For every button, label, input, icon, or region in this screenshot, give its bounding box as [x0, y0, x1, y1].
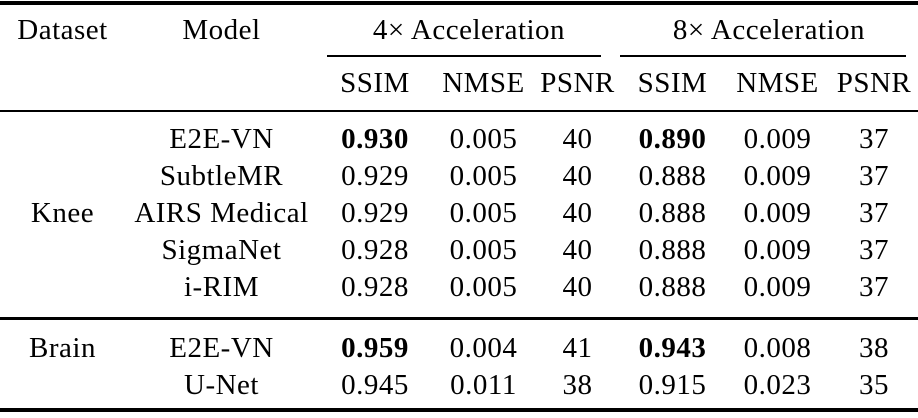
metric-cell: 38 [859, 332, 889, 364]
metric-cell: 37 [859, 123, 889, 155]
metric-cell: 0.888 [638, 197, 707, 229]
spacer-row [0, 306, 918, 330]
metric-cell: 0.009 [743, 197, 812, 229]
table-row: Knee AIRS Medical 0.929 0.005 40 0.888 0… [0, 195, 918, 232]
header-row-metrics: SSIM NMSE PSNR SSIM NMSE PSNR [0, 55, 918, 112]
header-row-groups: Dataset Model 4× Acceleration 8× Acceler… [0, 5, 918, 55]
dataset-cell: Brain [29, 332, 96, 364]
nmse4-header: NMSE [442, 67, 525, 99]
table-row: SigmaNet 0.928 0.005 40 0.888 0.009 37 [0, 232, 918, 269]
metric-cell: 0.928 [341, 271, 409, 303]
table-row: Brain E2E-VN 0.959 0.004 41 0.943 0.008 … [0, 330, 918, 367]
model-cell: AIRS Medical [134, 197, 309, 229]
metric-cell: 0.890 [638, 123, 707, 155]
metric-cell: 37 [859, 234, 889, 266]
metrics-table: Dataset Model 4× Acceleration 8× Acceler… [0, 5, 918, 404]
metric-cell: 0.005 [449, 234, 518, 266]
ssim4-header: SSIM [340, 67, 410, 99]
psnr8-header: PSNR [836, 67, 912, 99]
metric-cell: 35 [859, 369, 889, 401]
psnr4-header: PSNR [540, 67, 615, 99]
metric-cell: 41 [562, 332, 593, 364]
metric-cell: 40 [562, 271, 593, 303]
metric-cell: 40 [562, 123, 593, 155]
metric-cell: 0.005 [449, 197, 518, 229]
table-row: U-Net 0.945 0.011 38 0.915 0.023 35 [0, 367, 918, 404]
metric-cell: 0.959 [341, 332, 409, 364]
header-rule [0, 109, 918, 112]
metric-cell: 0.009 [743, 234, 812, 266]
metric-cell: 0.945 [341, 369, 409, 401]
empty-header-cell [0, 55, 125, 112]
metric-cell: 0.005 [449, 123, 518, 155]
ssim8-header: SSIM [637, 67, 708, 99]
metric-cell: 0.023 [743, 369, 812, 401]
cmidrule-acc4 [327, 55, 601, 57]
metric-cell: 0.888 [638, 160, 707, 192]
metric-cell: 0.930 [341, 123, 409, 155]
dataset-cell [0, 367, 125, 404]
metric-cell: 0.009 [743, 160, 812, 192]
dataset-cell [0, 158, 125, 195]
nmse8-header: NMSE [736, 67, 819, 99]
metric-cell: 37 [859, 160, 889, 192]
dataset-cell [0, 232, 125, 269]
group-divider-rule [0, 317, 918, 320]
metric-cell: 38 [562, 369, 593, 401]
model-header: Model [182, 13, 261, 46]
model-cell: SigmaNet [161, 234, 282, 266]
metric-cell: 0.888 [638, 234, 707, 266]
empty-header-cell [125, 55, 318, 112]
dataset-cell: Knee [30, 197, 95, 229]
model-cell: E2E-VN [169, 123, 274, 155]
metric-cell: 0.008 [743, 332, 812, 364]
metric-cell: 0.928 [341, 234, 409, 266]
table-row: i-RIM 0.928 0.005 40 0.888 0.009 37 [0, 269, 918, 306]
metric-cell: 0.009 [743, 271, 812, 303]
dataset-cell [0, 121, 125, 158]
cmidrule-acc8 [620, 55, 906, 57]
metric-cell: 0.005 [449, 271, 518, 303]
acc8-group-header: 8× Acceleration [672, 13, 866, 46]
metric-cell: 40 [562, 197, 593, 229]
top-rule [0, 1, 918, 5]
model-cell: i-RIM [184, 271, 259, 303]
table-row: SubtleMR 0.929 0.005 40 0.888 0.009 37 [0, 158, 918, 195]
spacer-row [0, 112, 918, 121]
bottom-rule [0, 408, 918, 412]
model-cell: SubtleMR [159, 160, 284, 192]
metric-cell: 0.004 [449, 332, 518, 364]
metric-cell: 40 [562, 234, 593, 266]
metric-cell: 0.915 [638, 369, 707, 401]
metric-cell: 0.009 [743, 123, 812, 155]
metric-cell: 0.888 [638, 271, 707, 303]
table-row: E2E-VN 0.930 0.005 40 0.890 0.009 37 [0, 121, 918, 158]
metric-cell: 0.929 [341, 160, 409, 192]
metric-cell: 37 [859, 271, 889, 303]
metric-cell: 37 [859, 197, 889, 229]
dataset-cell [0, 269, 125, 306]
metric-cell: 40 [562, 160, 593, 192]
metric-cell: 0.011 [450, 369, 517, 401]
model-cell: U-Net [184, 369, 259, 401]
metric-cell: 0.929 [341, 197, 409, 229]
model-cell: E2E-VN [169, 332, 274, 364]
metric-cell: 0.943 [638, 332, 707, 364]
metric-cell: 0.005 [449, 160, 518, 192]
dataset-header: Dataset [17, 13, 108, 46]
acc4-group-header: 4× Acceleration [372, 13, 566, 46]
